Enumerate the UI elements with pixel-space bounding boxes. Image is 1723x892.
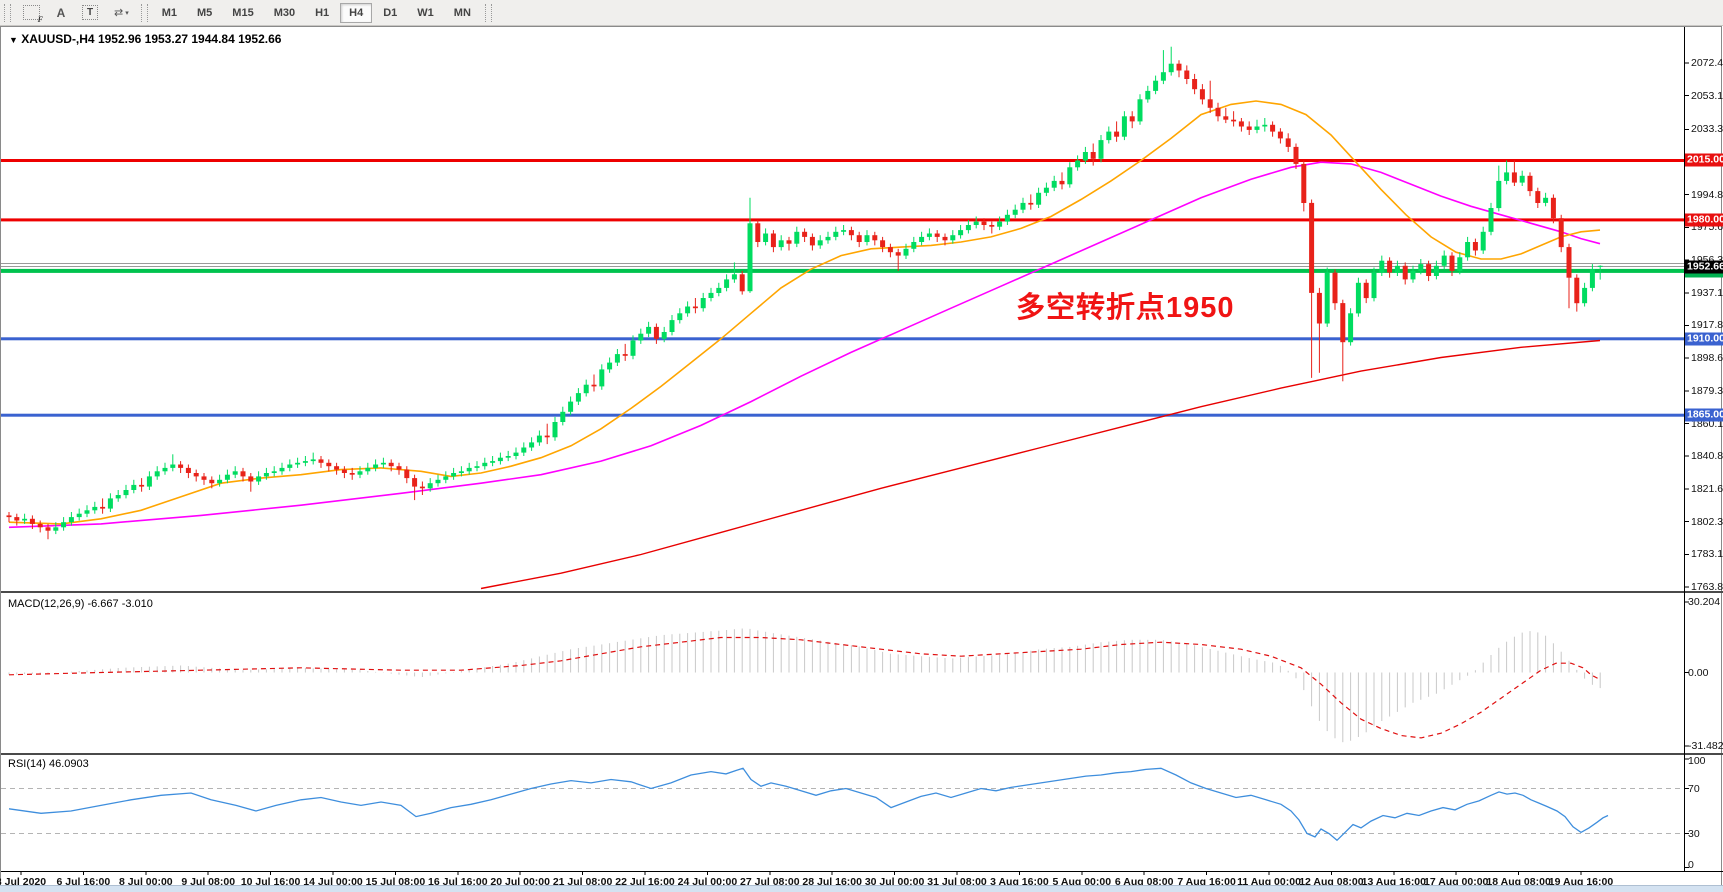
symbol-period-label: XAUUSD-,H4 [21,32,95,46]
rsi-layer [1,767,1684,842]
macd-label: MACD(12,26,9) -6.667 -3.010 [8,598,153,610]
rsi-axis-label[interactable]: 30 [1688,827,1700,840]
price-level-badge: 1980.00 [1685,213,1723,227]
timeframe-button-m30[interactable]: M30 [265,3,304,23]
rsi-axis-label[interactable]: 100 [1688,755,1706,767]
chart-canvas[interactable] [1,27,1723,892]
rsi-axis-label[interactable]: 70 [1688,782,1700,795]
price-level-badge: 2015.00 [1685,153,1723,167]
rsi-label: RSI(14) 46.0903 [8,758,89,770]
macd-axis-label[interactable]: 0.00 [1688,666,1709,679]
rsi-axis-label[interactable]: 0 [1688,859,1694,871]
price-axis-label[interactable]: 1802.35 [1691,515,1723,528]
timeframe-button-mn[interactable]: MN [445,3,480,23]
boxed-t-icon: T [82,5,98,20]
grid-tool-button[interactable]: F [16,3,47,24]
price-axis-label[interactable]: 1937.10 [1691,286,1723,299]
timeframe-button-m1[interactable]: M1 [153,3,186,23]
price-axis-label[interactable]: 2072.40 [1691,57,1723,69]
annotation-text[interactable]: 多空转折点1950 [1016,292,1235,324]
timeframe-button-m15[interactable]: M15 [223,3,262,23]
level-lines-layer [1,159,1684,417]
price-axis-label[interactable]: 1840.85 [1691,450,1723,463]
price-axis-label[interactable]: 1917.85 [1691,319,1723,332]
macd-axis-label[interactable]: -31.482 [1688,739,1723,752]
timeframe-button-m5[interactable]: M5 [188,3,221,23]
timeframe-button-h4[interactable]: H4 [340,2,373,23]
chart-window[interactable]: ▼ XAUUSD-,H4 1952.96 1953.27 1944.84 195… [0,26,1723,888]
text-label-button[interactable]: T [75,3,105,23]
toolbar-grip-3[interactable] [484,3,492,22]
chevron-down-icon: ▾ [125,9,129,17]
timeframe-button-w1[interactable]: W1 [408,3,443,23]
price-axis-label[interactable]: 1821.60 [1691,482,1723,495]
timeframe-button-h1[interactable]: H1 [306,3,338,23]
bottom-strip [0,885,1723,892]
price-axis-label[interactable]: 2033.35 [1691,123,1723,136]
price-axis-label[interactable]: 1783.10 [1691,548,1723,561]
moving-averages-layer [8,100,1601,590]
current-price-badge: 1952.66 [1685,260,1723,274]
arrows-icon: ⇄ [114,6,123,19]
cursor-tool-button[interactable]: ⇄ ▾ [107,3,136,23]
toolbar: F A T ⇄ ▾ M1 M5 M15 M30 H1 H4 D1 W1 MN [0,0,1723,26]
macd-layer [8,628,1601,743]
price-axis-label[interactable]: 1879.35 [1691,384,1723,397]
letter-a-icon: A [56,5,66,20]
price-level-badge: 1865.00 [1685,408,1723,422]
quote-ohlc-label: 1952.96 1953.27 1944.84 1952.66 [97,32,282,46]
toolbar-grip-2[interactable] [140,3,148,22]
grid-f-icon: F [23,5,43,24]
price-level-badge: 1910.00 [1685,332,1723,346]
timeframe-bar: M1 M5 M15 M30 H1 H4 D1 W1 MN [152,2,481,23]
axis-ticks-layer [20,62,1689,875]
toolbar-grip[interactable] [4,3,11,22]
chart-title: ▼ XAUUSD-,H4 1952.96 1953.27 1944.84 195… [9,32,281,46]
symbol-dropdown-icon[interactable]: ▼ [9,35,18,45]
macd-axis-label[interactable]: 30.204 [1688,596,1721,608]
price-axis-label[interactable]: 1898.60 [1691,352,1723,365]
panel-frame-layer [1,27,1723,872]
price-axis-label[interactable]: 1994.85 [1691,188,1723,201]
price-axis-label[interactable]: 1763.85 [1691,581,1723,593]
price-axis-label[interactable]: 2053.15 [1691,89,1723,102]
text-a-button[interactable]: A [49,3,73,23]
timeframe-button-d1[interactable]: D1 [374,3,406,23]
candles-layer [6,46,1603,540]
